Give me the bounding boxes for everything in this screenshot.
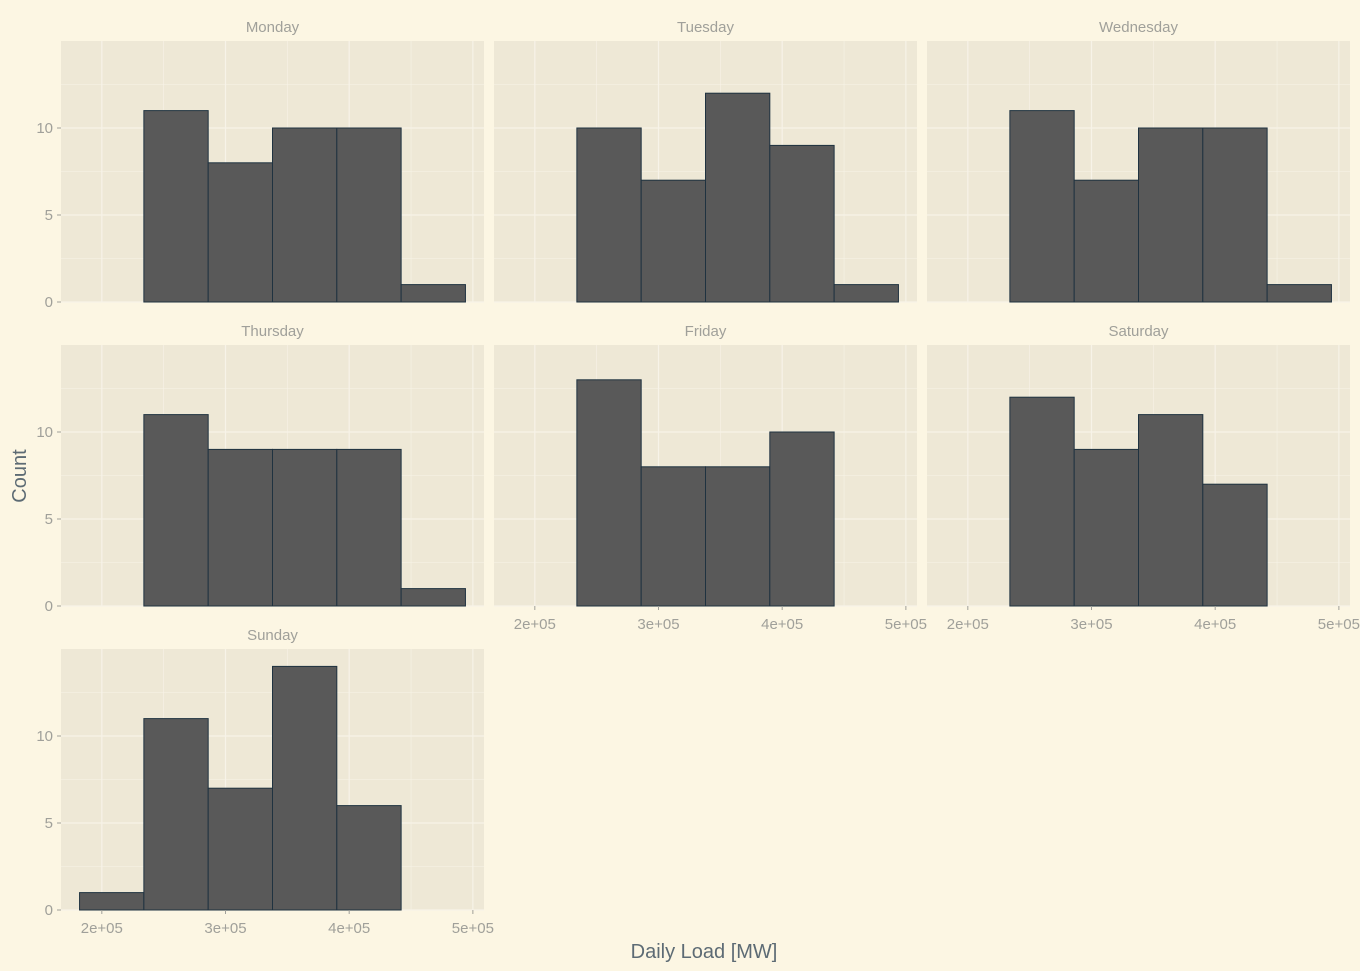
- x-tick-label: 2e+05: [947, 616, 989, 633]
- y-tick-label: 0: [45, 902, 53, 919]
- x-tick-label: 4e+05: [761, 616, 803, 633]
- histogram-bar: [336, 805, 402, 911]
- histogram-bar: [1202, 483, 1268, 607]
- facet-label-wednesday: Wednesday: [1099, 19, 1178, 36]
- histogram-bar: [705, 466, 771, 607]
- histogram-bar: [769, 144, 835, 303]
- x-tick-label: 3e+05: [637, 616, 679, 633]
- facet-panels: Monday 0 5 10 Tuesday Wednesday Thursday 0 5 10 Fr…: [36, 19, 1360, 937]
- facet-label-monday: Monday: [246, 19, 300, 36]
- y-tick-label: 5: [45, 511, 53, 528]
- facet-label-tuesday: Tuesday: [677, 19, 734, 36]
- histogram-bar: [272, 665, 338, 911]
- histogram-bar: [705, 92, 771, 303]
- histogram-bar: [143, 110, 209, 303]
- x-tick-label: 5e+05: [452, 920, 494, 937]
- facet-monday: Monday 0 5 10: [36, 19, 484, 311]
- facet-tuesday: Tuesday: [494, 19, 917, 303]
- histogram-bar: [1138, 127, 1204, 303]
- histogram-bar: [576, 127, 642, 303]
- y-tick-label: 10: [36, 120, 53, 137]
- histogram-bar: [272, 448, 338, 607]
- histogram-bar: [207, 448, 273, 607]
- x-tick-label: 3e+05: [1070, 616, 1112, 633]
- histogram-bar: [1266, 284, 1332, 303]
- histogram-bar: [640, 179, 706, 303]
- x-axis-title: Daily Load [MW]: [631, 941, 778, 963]
- histogram-bar: [1009, 110, 1075, 303]
- histogram-bar: [576, 379, 642, 607]
- x-tick-label: 4e+05: [328, 920, 370, 937]
- y-tick-label: 10: [36, 728, 53, 745]
- histogram-bar: [79, 892, 145, 911]
- histogram-bar: [400, 588, 466, 607]
- y-tick-label: 0: [45, 598, 53, 615]
- facet-friday: Friday 2e+05 3e+05 4e+05 5e+05: [494, 323, 927, 633]
- facet-label-thursday: Thursday: [241, 323, 304, 340]
- histogram-bar: [336, 127, 402, 303]
- y-tick-label: 10: [36, 424, 53, 441]
- y-tick-label: 5: [45, 815, 53, 832]
- histogram-bar: [833, 284, 899, 303]
- histogram-bar: [1073, 448, 1139, 607]
- x-tick-label: 5e+05: [885, 616, 927, 633]
- histogram-bar: [207, 162, 273, 303]
- facet-saturday: Saturday 2e+05 3e+05 4e+05 5e+05: [927, 323, 1360, 633]
- histogram-bar: [400, 284, 466, 303]
- histogram-bar: [1138, 414, 1204, 607]
- x-tick-label: 3e+05: [204, 920, 246, 937]
- facet-label-sunday: Sunday: [247, 627, 298, 644]
- x-tick-label: 2e+05: [514, 616, 556, 633]
- facet-label-friday: Friday: [685, 323, 727, 340]
- histogram-bar: [143, 718, 209, 911]
- x-tick-label: 2e+05: [81, 920, 123, 937]
- histogram-bar: [207, 787, 273, 911]
- y-tick-label: 0: [45, 294, 53, 311]
- histogram-bar: [1073, 179, 1139, 303]
- x-tick-label: 4e+05: [1194, 616, 1236, 633]
- histogram-bar: [143, 414, 209, 607]
- facet-sunday: Sunday 0 5 10 2e+05 3e+05 4e+05 5e+05: [36, 627, 494, 937]
- y-tick-label: 5: [45, 207, 53, 224]
- histogram-bar: [336, 448, 402, 607]
- y-axis-title: Count: [9, 449, 31, 503]
- x-tick-label: 5e+05: [1318, 616, 1360, 633]
- facet-wednesday: Wednesday: [927, 19, 1350, 303]
- histogram-bar: [272, 127, 338, 303]
- histogram-bar: [769, 431, 835, 607]
- facet-label-saturday: Saturday: [1108, 323, 1169, 340]
- histogram-bar: [640, 466, 706, 607]
- histogram-bar: [1202, 127, 1268, 303]
- facet-thursday: Thursday 0 5 10: [36, 323, 484, 615]
- histogram-bar: [1009, 396, 1075, 607]
